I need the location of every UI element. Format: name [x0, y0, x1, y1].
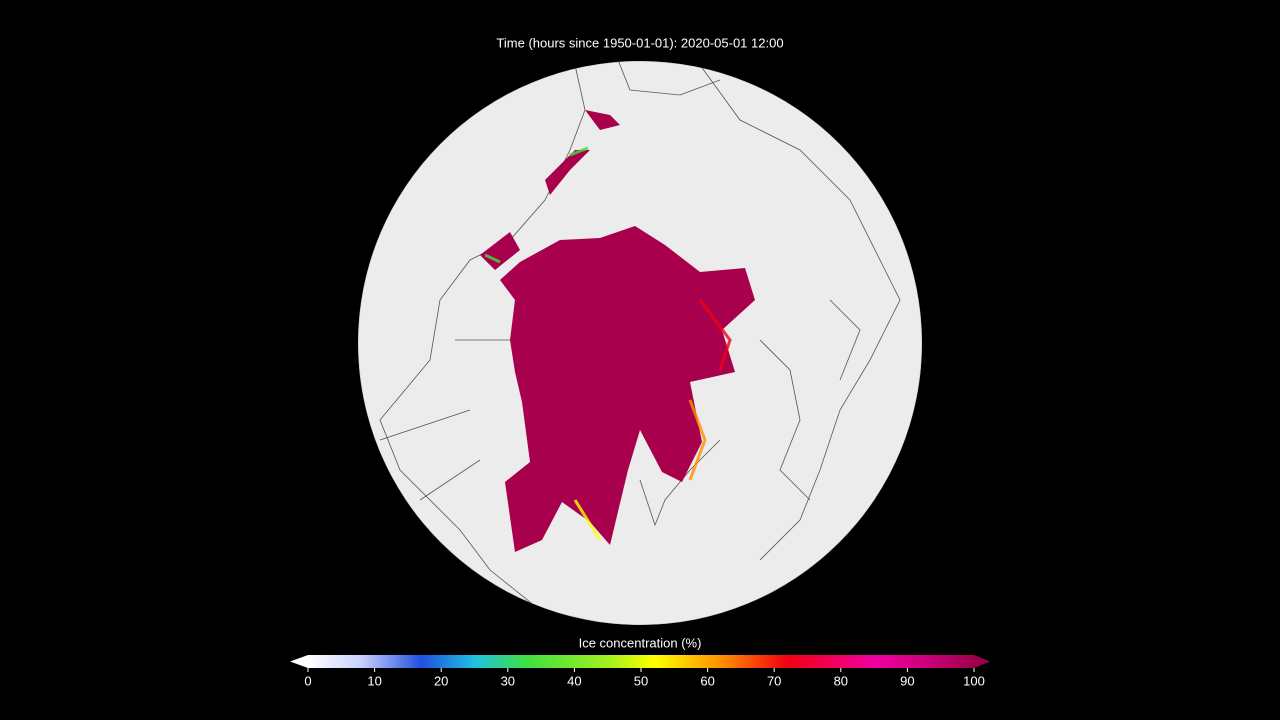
colorbar-gradient	[308, 655, 974, 668]
colorbar-tick-label: 20	[434, 673, 448, 688]
colorbar-tick-label: 40	[567, 673, 581, 688]
colorbar-tick-label: 90	[900, 673, 914, 688]
colorbar-tick-label: 80	[834, 673, 848, 688]
colorbar-tick-label: 50	[634, 673, 648, 688]
colorbar-tick-label: 10	[367, 673, 381, 688]
colorbar-tick-label: 100	[963, 673, 985, 688]
colorbar-extend-low	[290, 655, 308, 668]
title: Time (hours since 1950-01-01): 2020-05-0…	[496, 35, 783, 50]
colorbar	[290, 655, 990, 668]
colorbar-label: Ice concentration (%)	[579, 635, 702, 650]
colorbar-tick-label: 0	[304, 673, 311, 688]
colorbar-extend-high	[974, 655, 990, 668]
colorbar-tick-label: 70	[767, 673, 781, 688]
colorbar-tick-label: 60	[700, 673, 714, 688]
map	[358, 61, 922, 625]
colorbar-tick-label: 30	[501, 673, 515, 688]
